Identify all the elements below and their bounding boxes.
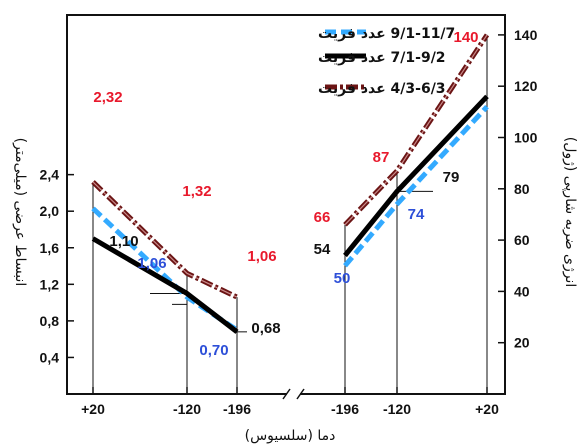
y-right-tick-label: 60 xyxy=(514,232,530,248)
data-label: 66 xyxy=(314,209,331,226)
series-lines xyxy=(91,33,490,334)
y-right-tick-label: 120 xyxy=(514,78,538,94)
x-tick-label: -120 xyxy=(383,401,411,417)
plot-frame xyxy=(66,14,506,400)
data-label: 2,32 xyxy=(93,89,122,106)
y-right-tick-label: 20 xyxy=(514,335,530,351)
impact-energy-series-line xyxy=(343,94,489,258)
data-label: 140 xyxy=(453,29,478,46)
data-label: 54 xyxy=(314,241,331,258)
impact-energy-series-line-accent xyxy=(344,34,488,226)
x-tick-label: -196 xyxy=(331,401,359,417)
x-tick-label: -196 xyxy=(223,401,251,417)
drop-lines xyxy=(92,34,488,394)
axis-break-mark xyxy=(296,388,305,400)
y-left-tick-label: 0,8 xyxy=(40,313,60,329)
y-axis-label-left: انبساط عرضی (میلی‌متر) xyxy=(12,138,28,287)
lateral-expansion-series-line-accent xyxy=(92,181,238,298)
lateral-expansion-series-line xyxy=(91,236,239,334)
data-label: 0,70 xyxy=(199,342,228,359)
y-left-tick-label: 2,4 xyxy=(40,167,60,183)
impact-energy-series-line xyxy=(343,105,489,268)
data-labels: 2,32 1,32 1,06 1,10 1,06 0,68 0,70 66 87 140 54 79 5… xyxy=(93,29,478,359)
data-label: 74 xyxy=(408,206,425,223)
y-right-tick-label: 100 xyxy=(514,130,538,146)
y-right-tick-label: 140 xyxy=(514,27,538,43)
y-left-tick-label: 1,6 xyxy=(40,240,60,256)
data-label: 0,68 xyxy=(251,320,280,337)
tick-labels: 0,4 0,8 1,2 1,6 2,0 2,4 20 40 60 80 100 120 140 +20 -1… xyxy=(40,27,538,417)
legend: 9/1-11/7 عدد فریت 7/1-9/2 عدد فریت 4/3-6/3… xyxy=(318,26,455,97)
y-left-tick-label: 2,0 xyxy=(40,203,60,219)
legend-label: 7/1-9/2 عدد فریت xyxy=(318,50,446,66)
x-axis-label: دما (سلسیوس) xyxy=(245,428,336,444)
x-tick-label: +20 xyxy=(475,401,499,417)
x-tick-label: -120 xyxy=(173,401,201,417)
legend-label: 4/3-6/3 عدد فریت xyxy=(318,81,446,97)
y-axis-label-right: انرژی ضربه شارپی (ژول) xyxy=(562,137,578,288)
data-label: 50 xyxy=(334,270,351,287)
y-right-tick-label: 80 xyxy=(514,181,530,197)
data-label: 1,06 xyxy=(137,255,166,272)
y-left-tick-label: 0,4 xyxy=(40,349,60,365)
data-label: 1,32 xyxy=(182,183,211,200)
data-label: 79 xyxy=(443,169,460,186)
data-label: 1,06 xyxy=(247,248,276,265)
plot-border xyxy=(66,14,506,395)
y-left-tick-label: 1,2 xyxy=(40,276,60,292)
x-tick-label: +20 xyxy=(81,401,105,417)
legend-label: 9/1-11/7 عدد فریت xyxy=(318,26,455,42)
data-label: 87 xyxy=(373,149,390,166)
y-right-tick-label: 40 xyxy=(514,283,530,299)
data-label: 1,10 xyxy=(109,233,138,250)
axis-break-mark xyxy=(282,388,291,400)
